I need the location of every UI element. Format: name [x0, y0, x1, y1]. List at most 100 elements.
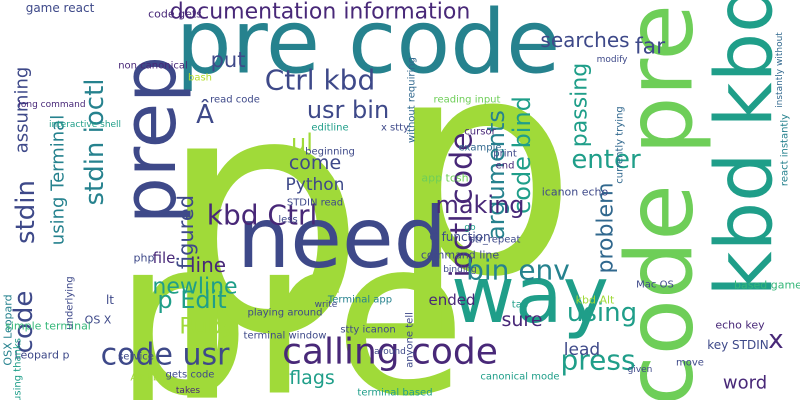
word: code [9, 291, 39, 354]
word: stty icanon [340, 325, 395, 336]
word: calling code [282, 332, 498, 373]
word: arguments [482, 110, 510, 240]
word: underlying [65, 276, 76, 329]
word: takes [176, 386, 200, 396]
word: based game [734, 279, 800, 292]
word: write [315, 300, 338, 310]
word: key STDIN [707, 338, 769, 352]
word: sure [501, 309, 542, 331]
word: lt [106, 293, 114, 307]
word: Â [196, 98, 214, 130]
word: Alt kbd [130, 373, 165, 384]
word: Python [286, 175, 345, 195]
word: service [118, 352, 154, 363]
word: far [635, 35, 666, 60]
word: stdin ioctl [80, 78, 110, 205]
word: read code [210, 95, 260, 106]
word: instantly without [775, 32, 785, 108]
word: pre [114, 193, 466, 400]
word: move [676, 358, 704, 369]
word: without requiring [407, 57, 418, 143]
word: cursor [464, 127, 496, 138]
word: enter [571, 145, 641, 175]
word: icanon echo [542, 186, 609, 199]
word: Mac OS [636, 280, 674, 291]
word: bin env [466, 254, 570, 287]
word: file [153, 249, 176, 267]
word: ioctl code [445, 132, 480, 277]
word: given [628, 365, 653, 375]
word: flags [289, 367, 335, 389]
word: modify [597, 55, 628, 65]
word: Ruby [179, 315, 234, 340]
word: gets code [166, 370, 215, 381]
word: Leopard p [15, 349, 70, 362]
word: kbd kbd [700, 0, 790, 297]
word: around [374, 347, 406, 357]
word: php [134, 252, 155, 265]
word: code pre [607, 4, 714, 400]
word: documentation information [170, 0, 471, 25]
word: lead [564, 340, 600, 360]
word: canonical mode [480, 372, 559, 383]
word: assuming [12, 67, 33, 154]
word: bash [188, 73, 212, 84]
word: ul [291, 129, 313, 157]
word: figured [174, 195, 198, 269]
word: p [387, 0, 577, 343]
word: currently trying [615, 106, 626, 183]
word: interactive shell [49, 120, 121, 130]
word: print [493, 149, 517, 160]
word: binding [443, 265, 477, 275]
word: code gets [148, 8, 202, 21]
word: terminal window [244, 331, 327, 342]
word: usr bin [307, 96, 389, 124]
word: command line [421, 249, 499, 262]
word: game react [26, 1, 95, 15]
word: non canonical [118, 61, 188, 72]
word: put [211, 48, 246, 72]
word: line [190, 253, 226, 277]
word: pre code [176, 0, 560, 94]
word: beginning [305, 147, 355, 158]
word: OS X [85, 314, 112, 327]
word: long command [18, 100, 85, 110]
word: editline [311, 123, 348, 134]
word: using Terminal [48, 115, 69, 245]
word: anyone tell [405, 312, 416, 368]
word: Ctrl kbd [265, 64, 375, 97]
word: str_repeat [470, 235, 521, 246]
word: kbd Alt [576, 294, 615, 307]
word: code usr [101, 338, 231, 373]
word: need [237, 189, 447, 287]
word: go [464, 223, 476, 233]
word: p [157, 23, 366, 400]
word: OSX Leopard [2, 294, 15, 365]
word: playing around [248, 308, 323, 319]
word: making [435, 191, 524, 219]
word: Terminal app [327, 295, 392, 306]
word: end [496, 161, 515, 172]
word: C function [429, 230, 490, 244]
word: passing [568, 63, 593, 147]
word: reading input [434, 95, 501, 106]
word: word [723, 373, 767, 394]
word: x [768, 325, 783, 355]
word: kbd Ctrl [207, 199, 317, 232]
word: simple terminal [5, 320, 91, 333]
word: app tcsh [421, 172, 468, 185]
word: come [289, 152, 341, 174]
word: using thanks [13, 338, 24, 400]
word: way [451, 251, 609, 341]
word: ended [428, 291, 475, 309]
word: problem [594, 182, 619, 273]
word: tab [512, 300, 528, 311]
word: searches [540, 28, 629, 52]
word: react instantly [780, 114, 791, 186]
word: echo key [715, 319, 765, 332]
word: using [567, 298, 637, 328]
word: stdin [11, 180, 41, 244]
word: terminal based [357, 388, 432, 399]
word: newline [152, 275, 237, 300]
